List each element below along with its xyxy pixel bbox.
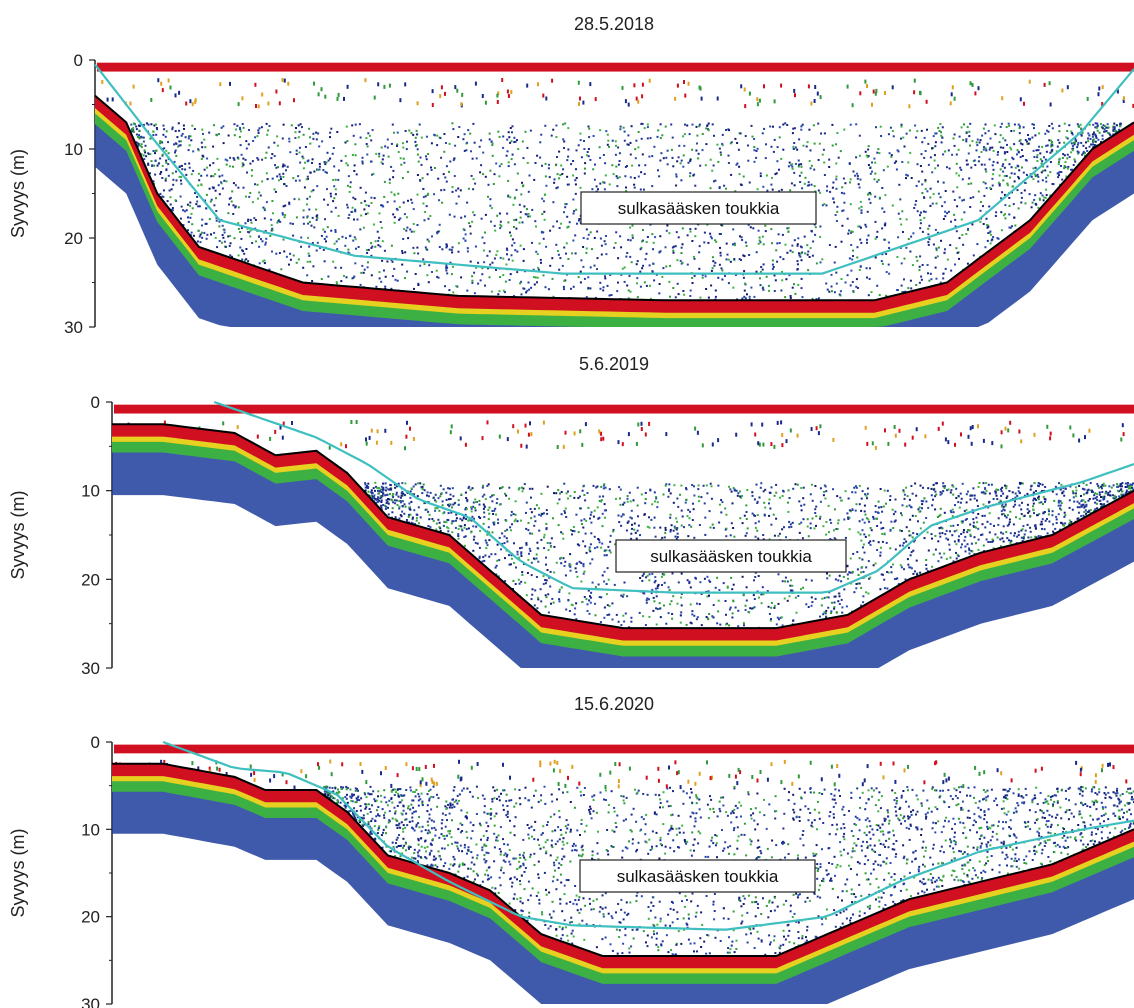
y-axis-label: Syvyys (m) [8,149,28,238]
y-axis-label: Syvyys (m) [8,829,28,918]
annotation-label: sulkasääsken toukkia [618,199,780,218]
annotation-box: sulkasääsken toukkia [615,539,847,573]
echogram-panel-3: 15.6.2020 Syvyys (m) 0 10 20 30 sulkasääsken t… [8,694,1134,1008]
y-tick-label: 20 [81,570,100,589]
annotation-frame [580,191,817,225]
y-tick-label: 30 [64,318,83,337]
annotation-label: sulkasääsken toukkia [650,547,812,566]
y-axis-label: Syvyys (m) [8,491,28,580]
y-tick-label: 20 [64,229,83,248]
bottom-line [112,423,1134,630]
y-tick-label: 10 [81,820,100,839]
panel-title: 5.6.2019 [579,354,649,374]
y-tick-label: 30 [81,995,100,1008]
echogram-panel-1: 28.5.2018 Syvyys (m) 0 10 20 30 sulkasääsken t… [8,14,1134,337]
y-tick-label: 10 [64,140,83,159]
teal-depth-line [213,400,1134,594]
annotation-box: sulkasääsken toukkia [580,191,817,225]
teal-depth-line [162,740,1134,931]
echogram-panel-2: 5.6.2019 Syvyys (m) 0 10 20 30 sulkasääsken to… [8,354,1134,678]
bottom-line [112,762,1134,957]
y-tick-label: 30 [81,659,100,678]
bottom-echo-green [112,779,1134,984]
bottom-echo-blue [112,786,1134,1004]
bottom-line [94,94,1134,302]
y-tick-label: 20 [81,908,100,927]
y-tick-label: 0 [74,51,83,70]
y-tick-label: 0 [91,393,100,412]
panel-title: 15.6.2020 [574,694,654,714]
y-tick-label: 0 [91,733,100,752]
surface-echo [114,404,1134,414]
annotation-box: sulkasääsken toukkia [579,859,816,893]
surface-echo [114,744,1134,754]
teal-depth-line [94,63,1134,275]
y-tick-label: 10 [81,482,100,501]
panel-title: 28.5.2018 [574,14,654,34]
annotation-frame [579,859,816,893]
surface-echo [97,62,1134,72]
bottom-echo-blue [95,118,1134,327]
bottom-echo-blue [112,447,1134,668]
annotation-frame [615,539,847,573]
annotation-label: sulkasääsken toukkia [617,867,779,886]
bottom-echo-red [112,763,1134,969]
